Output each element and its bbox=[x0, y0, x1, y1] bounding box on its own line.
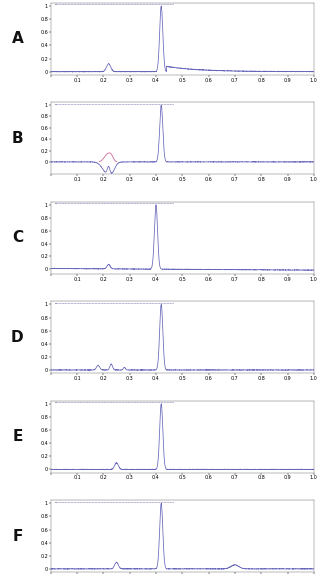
Text: D: D bbox=[11, 329, 24, 345]
Text: F: F bbox=[12, 528, 23, 543]
Text: ────────────────────────────────────────────────────────────────────────────────: ────────────────────────────────────────… bbox=[54, 401, 174, 405]
Text: ────────────────────────────────────────────────────────────────────────────────: ────────────────────────────────────────… bbox=[54, 103, 174, 107]
Text: E: E bbox=[12, 429, 23, 444]
Text: ────────────────────────────────────────────────────────────────────────────────: ────────────────────────────────────────… bbox=[54, 501, 174, 505]
Text: B: B bbox=[12, 131, 23, 146]
Text: C: C bbox=[12, 230, 23, 246]
Text: A: A bbox=[11, 32, 23, 47]
Text: ────────────────────────────────────────────────────────────────────────────────: ────────────────────────────────────────… bbox=[54, 3, 174, 7]
Text: ────────────────────────────────────────────────────────────────────────────────: ────────────────────────────────────────… bbox=[54, 202, 174, 206]
Text: ────────────────────────────────────────────────────────────────────────────────: ────────────────────────────────────────… bbox=[54, 302, 174, 306]
